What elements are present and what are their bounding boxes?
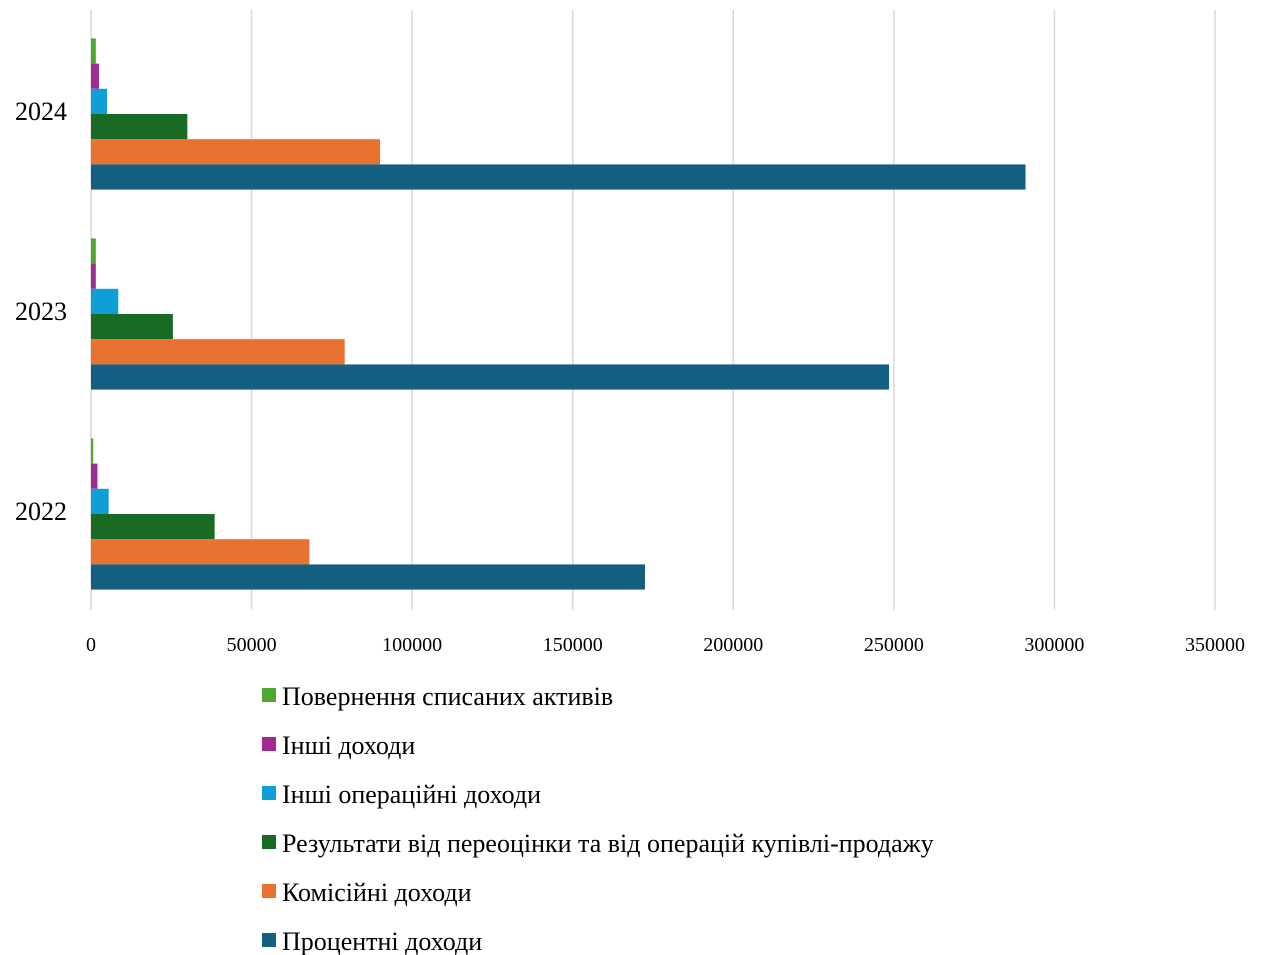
y-axis-ticks: 2022 2023 2024 — [15, 97, 67, 526]
bar — [91, 539, 310, 565]
bar — [91, 164, 1026, 190]
x-tick-label: 200000 — [703, 634, 763, 656]
bar — [91, 314, 173, 340]
bar — [91, 463, 98, 489]
bar — [91, 288, 119, 314]
bar — [91, 63, 100, 89]
bar — [91, 339, 345, 365]
legend: Повернення списаних активів Інші доходи Ін… — [262, 682, 934, 955]
legend-item: Повернення списаних активів — [262, 682, 613, 711]
legend-swatch — [262, 835, 276, 849]
bars — [91, 38, 1026, 590]
legend-label: Процентні доходи — [282, 927, 482, 955]
legend-swatch — [262, 786, 276, 800]
legend-swatch — [262, 737, 276, 751]
y-tick-label: 2024 — [15, 97, 67, 126]
legend-label: Інші операційні доходи — [282, 780, 541, 809]
x-tick-label: 150000 — [543, 634, 603, 656]
y-tick-label: 2022 — [15, 497, 67, 526]
x-tick-label: 100000 — [382, 634, 442, 656]
x-tick-label: 50000 — [227, 634, 277, 656]
legend-swatch — [262, 933, 276, 947]
bar — [91, 438, 94, 464]
bar — [91, 364, 890, 390]
x-tick-label: 0 — [86, 634, 96, 656]
x-tick-label: 250000 — [864, 634, 924, 656]
bar — [91, 488, 109, 514]
x-axis-ticks: 0 50000 100000 150000 200000 250000 300000 3500… — [86, 634, 1245, 656]
legend-item: Результати від переоцінки та від операці… — [262, 829, 934, 858]
legend-swatch — [262, 688, 276, 702]
legend-item: Інші доходи — [262, 731, 415, 760]
legend-label: Результати від переоцінки та від операці… — [282, 829, 934, 858]
y-tick-label: 2023 — [15, 297, 67, 326]
x-tick-label: 300000 — [1024, 634, 1084, 656]
legend-label: Комісійні доходи — [282, 878, 472, 907]
x-tick-label: 350000 — [1185, 634, 1245, 656]
bar — [91, 263, 96, 289]
legend-item: Інші операційні доходи — [262, 780, 541, 809]
bar — [91, 238, 96, 264]
legend-item: Процентні доходи — [262, 927, 482, 955]
legend-label: Повернення списаних активів — [282, 682, 613, 711]
bar — [91, 564, 645, 590]
legend-label: Інші доходи — [282, 731, 415, 760]
bar — [91, 514, 215, 540]
legend-item: Комісійні доходи — [262, 878, 472, 907]
grid-lines — [90, 10, 1216, 610]
bar — [91, 114, 188, 140]
legend-swatch — [262, 884, 276, 898]
bar — [91, 139, 381, 165]
bar — [91, 88, 108, 114]
bar — [91, 38, 96, 64]
